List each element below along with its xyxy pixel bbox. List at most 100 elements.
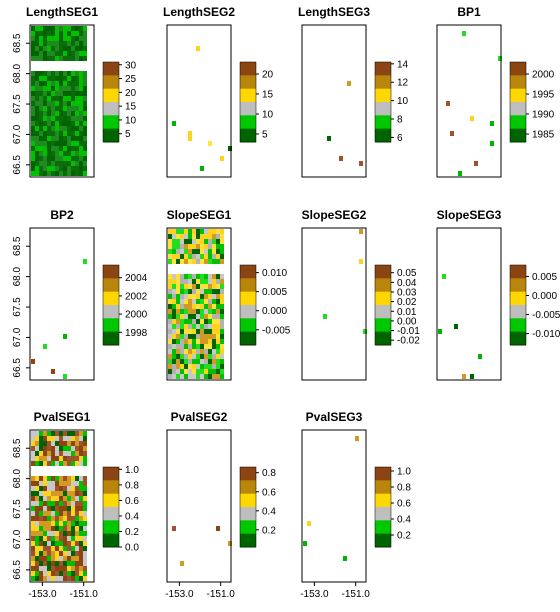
colorbar-segment	[375, 88, 391, 92]
raster-cell	[228, 541, 232, 546]
raster-cell	[216, 314, 220, 319]
raster-cell	[220, 239, 224, 244]
raster-cell	[79, 76, 83, 81]
raster-cell	[196, 299, 200, 304]
raster-cell	[63, 451, 67, 456]
raster-cell	[200, 249, 204, 254]
raster-cell	[39, 546, 43, 551]
raster-cell	[39, 56, 43, 61]
raster-cell	[35, 26, 39, 31]
raster-cell	[172, 526, 176, 531]
raster-cell	[168, 324, 172, 329]
raster-cell	[59, 151, 63, 156]
raster-cell	[47, 71, 51, 76]
raster-cell	[43, 26, 47, 31]
legend-tick-label: -0.010	[532, 329, 560, 340]
raster-cell	[51, 576, 55, 581]
colorbar-segment	[375, 131, 391, 135]
raster-cell	[83, 259, 87, 264]
raster-cell	[71, 76, 75, 81]
raster-cell	[75, 486, 79, 491]
raster-cell	[216, 344, 220, 349]
colorbar-outline	[239, 466, 257, 548]
raster-cell	[51, 461, 55, 466]
raster-cell	[83, 131, 87, 136]
raster-cell	[168, 274, 172, 279]
raster-cell	[31, 451, 35, 456]
raster-cell	[184, 359, 188, 364]
raster-cell	[67, 486, 71, 491]
raster-cell	[71, 486, 75, 491]
raster-cell	[75, 476, 79, 481]
raster-cell	[43, 136, 47, 141]
colorbar-segment	[240, 315, 256, 319]
raster-cell	[176, 274, 180, 279]
raster-cell	[35, 496, 39, 501]
raster-cell	[204, 249, 208, 254]
raster-cell	[83, 436, 87, 441]
raster-cell	[188, 136, 192, 141]
raster-cell	[208, 239, 212, 244]
raster-cell	[204, 234, 208, 239]
colorbar-segment	[375, 310, 391, 314]
raster-cell	[31, 571, 35, 576]
raster-cell	[35, 456, 39, 461]
colorbar-segment	[103, 337, 119, 341]
raster-cell	[71, 131, 75, 136]
raster-cell	[43, 511, 47, 516]
raster-cell	[184, 239, 188, 244]
raster-cell	[67, 26, 71, 31]
raster-cell	[63, 51, 67, 56]
raster-cell	[43, 46, 47, 51]
raster-cell	[176, 289, 180, 294]
raster-cell	[43, 491, 47, 496]
raster-cell	[83, 551, 87, 556]
colorbar-segment	[375, 104, 391, 108]
raster-cell	[200, 334, 204, 339]
legend-tick-label: 0.6	[397, 499, 411, 510]
colorbar-segment	[375, 107, 391, 111]
raster-cell	[31, 551, 35, 556]
raster-cell	[192, 364, 196, 369]
colorbar-segment	[240, 342, 256, 346]
legend-tick-label: -0.005	[532, 310, 560, 321]
raster-cell	[71, 576, 75, 581]
raster-cell	[63, 46, 67, 51]
colorbar-segment	[375, 342, 391, 346]
raster-cell	[51, 451, 55, 456]
raster-cell	[196, 259, 200, 264]
raster-cell	[43, 81, 47, 86]
raster-cell	[39, 116, 43, 121]
raster-cell	[75, 576, 79, 581]
raster-cell	[51, 531, 55, 536]
colorbar-segment	[240, 493, 256, 497]
colorbar-segment	[375, 313, 391, 317]
raster-cell	[63, 531, 67, 536]
colorbar-segment	[240, 136, 256, 140]
raster-cell	[39, 136, 43, 141]
raster-cell	[75, 46, 79, 51]
raster-cell	[176, 284, 180, 289]
raster-cell	[47, 446, 51, 451]
raster-cell	[220, 329, 224, 334]
colorbar-segment	[375, 305, 391, 309]
colorbar-segment	[510, 80, 526, 84]
y-tick-label: 68.0	[12, 266, 23, 286]
raster-cell	[212, 354, 216, 359]
raster-cell	[35, 486, 39, 491]
raster-cell	[216, 334, 220, 339]
raster-cell	[75, 71, 79, 76]
colorbar-segment	[240, 64, 256, 68]
raster-cell	[220, 254, 224, 259]
colorbar-segment	[103, 102, 119, 106]
raster-cell	[216, 364, 220, 369]
raster-cell	[168, 354, 172, 359]
raster-cell	[83, 461, 87, 466]
raster-cell	[31, 86, 35, 91]
colorbar-segment	[103, 472, 119, 476]
raster-cell	[208, 234, 212, 239]
raster-cell	[63, 481, 67, 486]
colorbar-segment	[240, 115, 256, 119]
raster-cell	[59, 71, 63, 76]
colorbar-segment	[375, 501, 391, 505]
